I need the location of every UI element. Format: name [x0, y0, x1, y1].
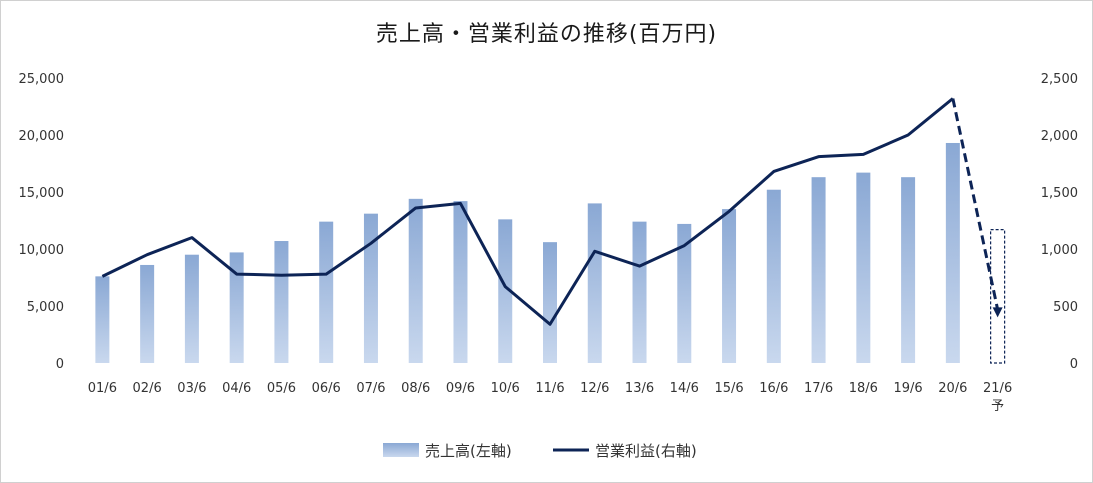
sales-bar [95, 276, 110, 363]
left-tick-label: 5,000 [27, 300, 64, 315]
sales-bar [811, 177, 826, 363]
x-tick-label: 21/6 [983, 381, 1012, 396]
x-tick-label: 15/6 [714, 381, 743, 396]
left-tick-label: 0 [56, 357, 64, 372]
legend-label-profit: 営業利益(右軸) [595, 442, 697, 460]
sales-bars [95, 142, 1006, 364]
sales-bar [140, 264, 155, 363]
x-tick-label: 12/6 [580, 381, 609, 396]
profit-line-forecast [951, 98, 1000, 310]
sales-bar [363, 213, 378, 363]
right-tick-label: 1,000 [1041, 243, 1078, 258]
x-tick-label: 19/6 [893, 381, 922, 396]
x-tick-label: 08/6 [401, 381, 430, 396]
x-tick-label: 02/6 [133, 381, 162, 396]
sales-bar [901, 177, 916, 363]
right-tick-label: 500 [1053, 300, 1078, 315]
legend-swatch-sales [383, 443, 419, 457]
profit-line [101, 97, 1003, 326]
x-tick-label: 13/6 [625, 381, 654, 396]
x-tick-label: 16/6 [759, 381, 788, 396]
right-tick-label: 2,500 [1041, 72, 1078, 87]
x-tick-note: 予 [991, 399, 1004, 414]
sales-bar [766, 189, 781, 363]
sales-bar [856, 172, 871, 363]
x-tick-label: 14/6 [670, 381, 699, 396]
left-tick-label: 20,000 [19, 129, 65, 144]
x-tick-label: 03/6 [177, 381, 206, 396]
sales-bar [722, 209, 737, 363]
sales-bar [498, 219, 513, 363]
x-tick-label: 11/6 [535, 381, 564, 396]
sales-bar [184, 254, 199, 363]
sales-bar [453, 201, 468, 363]
x-axis: 01/6 02/6 03/6 04/6 05/6 06/6 07/6 08/6 09/6 10/6… [88, 381, 1012, 414]
x-tick-label: 10/6 [491, 381, 520, 396]
x-tick-label: 06/6 [312, 381, 341, 396]
left-tick-label: 15,000 [19, 186, 65, 201]
right-axis: 0 500 1,000 1,500 2,000 2,500 [1041, 72, 1078, 372]
sales-bar [274, 241, 289, 363]
sales-bar [587, 203, 602, 363]
left-axis: 0 5,000 10,000 15,000 20,000 25,000 [19, 72, 65, 372]
x-tick-label: 04/6 [222, 381, 251, 396]
x-tick-label: 01/6 [88, 381, 117, 396]
chart-title: 売上高・営業利益の推移(百万円) [375, 22, 718, 47]
sales-bar [632, 221, 647, 363]
sales-bar [319, 221, 334, 363]
x-tick-label: 07/6 [356, 381, 385, 396]
legend: 売上高(左軸) 営業利益(右軸) [383, 442, 697, 460]
sales-bar [945, 142, 960, 363]
right-tick-label: 1,500 [1041, 186, 1078, 201]
sales-bar [677, 223, 692, 363]
profit-line-solid [101, 97, 954, 326]
right-tick-label: 2,000 [1041, 129, 1078, 144]
sales-bar [229, 252, 244, 363]
legend-label-sales: 売上高(左軸) [425, 442, 512, 460]
x-tick-label: 17/6 [804, 381, 833, 396]
x-tick-label: 09/6 [446, 381, 475, 396]
x-tick-label: 20/6 [938, 381, 967, 396]
profit-forecast-arrowhead [992, 307, 1003, 318]
left-tick-label: 10,000 [19, 243, 65, 258]
left-tick-label: 25,000 [19, 72, 65, 87]
right-tick-label: 0 [1070, 357, 1078, 372]
sales-bar [543, 242, 557, 363]
sales-bar [408, 198, 423, 363]
x-tick-label: 18/6 [849, 381, 878, 396]
x-tick-label: 05/6 [267, 381, 296, 396]
sales-bar-forecast [990, 229, 1006, 364]
